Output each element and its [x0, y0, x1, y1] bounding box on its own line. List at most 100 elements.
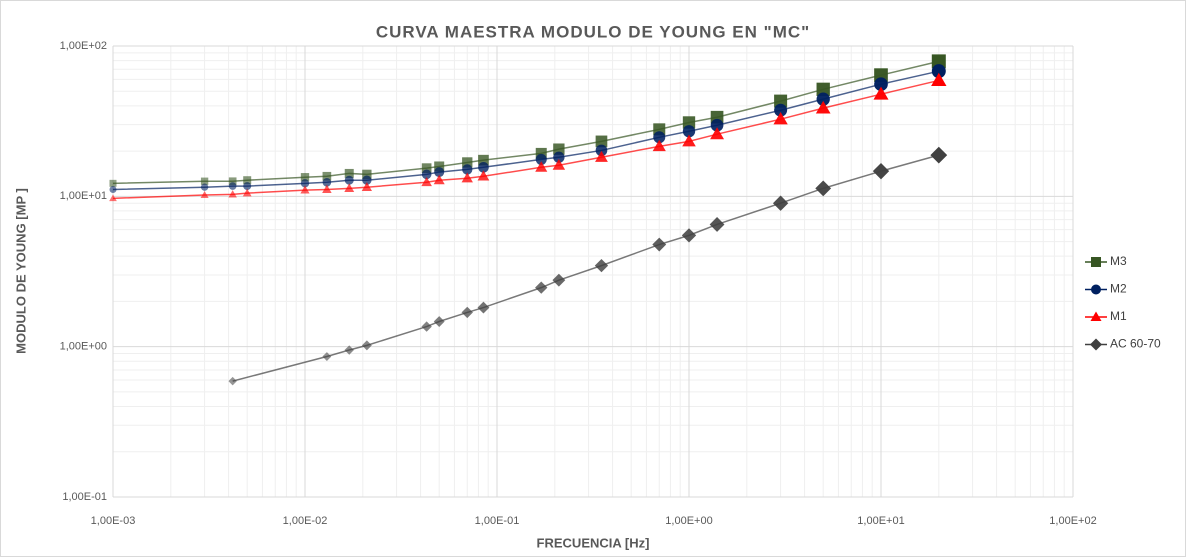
x-tick-label: 1,00E+02	[1049, 515, 1096, 527]
legend-label: AC 60-70	[1110, 337, 1161, 351]
series-line	[112, 79, 939, 200]
chart-title: CURVA MAESTRA MODULO DE YOUNG EN "MC"	[376, 22, 810, 41]
marker	[461, 172, 473, 183]
y-tick-label: 1,00E-01	[62, 491, 107, 503]
legend-label: M2	[1110, 282, 1127, 296]
marker	[594, 258, 609, 273]
marker	[200, 191, 209, 198]
marker	[653, 131, 666, 144]
marker	[421, 321, 432, 332]
y-tick-label: 1,00E+00	[60, 341, 107, 353]
marker	[931, 64, 946, 79]
marker	[300, 179, 310, 188]
marker	[652, 237, 667, 252]
marker	[1091, 257, 1101, 267]
marker	[462, 164, 473, 175]
marker	[1090, 338, 1102, 351]
marker	[595, 144, 608, 157]
marker	[535, 147, 547, 159]
marker	[815, 180, 832, 197]
marker	[535, 161, 548, 172]
marker	[228, 177, 237, 186]
marker	[930, 146, 948, 164]
marker	[816, 82, 830, 96]
marker	[815, 100, 831, 114]
marker	[682, 116, 696, 129]
marker	[477, 170, 490, 181]
marker	[872, 163, 890, 180]
marker	[300, 185, 310, 194]
marker	[243, 182, 252, 191]
marker	[361, 340, 372, 351]
marker	[421, 169, 432, 180]
marker	[109, 186, 117, 194]
marker	[109, 179, 117, 187]
marker	[931, 72, 947, 87]
x-axis-title: FRECUENCIA [Hz]	[537, 535, 650, 550]
marker	[228, 190, 237, 198]
x-tick-label: 1,00E+00	[665, 515, 712, 527]
marker	[478, 161, 489, 173]
marker	[652, 139, 666, 152]
series-line	[112, 70, 939, 191]
marker	[200, 183, 209, 191]
y-tick-label: 1,00E+02	[60, 40, 107, 52]
marker	[874, 77, 888, 92]
marker	[931, 54, 946, 69]
marker	[200, 177, 209, 185]
marker	[477, 301, 490, 314]
marker	[710, 127, 725, 140]
marker	[361, 182, 372, 191]
marker	[595, 150, 608, 162]
marker	[772, 195, 789, 211]
marker	[362, 175, 372, 185]
marker	[434, 167, 445, 178]
marker	[478, 154, 489, 166]
marker	[873, 86, 889, 100]
marker	[710, 118, 724, 132]
y-tick-label: 1,00E+01	[60, 190, 107, 202]
marker	[228, 376, 237, 386]
marker	[682, 125, 696, 138]
marker	[535, 153, 547, 165]
x-tick-label: 1,00E-01	[475, 515, 520, 527]
marker	[322, 184, 332, 193]
marker	[434, 161, 445, 172]
marker	[228, 182, 237, 190]
marker	[553, 151, 565, 163]
marker	[816, 92, 830, 106]
marker	[433, 316, 445, 327]
marker	[322, 171, 332, 181]
legend-label: M3	[1110, 254, 1127, 268]
marker	[1091, 284, 1101, 295]
marker	[552, 273, 566, 287]
marker	[421, 176, 432, 187]
marker	[300, 173, 310, 182]
x-tick-label: 1,00E-02	[283, 515, 328, 527]
x-tick-label: 1,00E-03	[91, 515, 136, 527]
marker	[421, 163, 432, 173]
x-tick-label: 1,00E+01	[857, 515, 904, 527]
marker	[322, 177, 332, 187]
marker	[773, 112, 788, 125]
marker	[462, 157, 473, 168]
series-line	[112, 60, 939, 185]
marker	[322, 352, 332, 361]
marker	[681, 228, 697, 243]
marker	[774, 94, 788, 108]
marker	[344, 183, 355, 192]
marker	[552, 159, 566, 170]
marker	[682, 134, 696, 147]
marker	[344, 345, 354, 355]
marker	[461, 306, 473, 319]
marker	[709, 217, 725, 232]
marker	[109, 194, 117, 202]
marker	[242, 188, 252, 197]
marker	[362, 169, 372, 180]
marker	[1090, 311, 1102, 321]
marker	[535, 281, 548, 294]
marker	[344, 175, 354, 185]
marker	[553, 143, 565, 155]
